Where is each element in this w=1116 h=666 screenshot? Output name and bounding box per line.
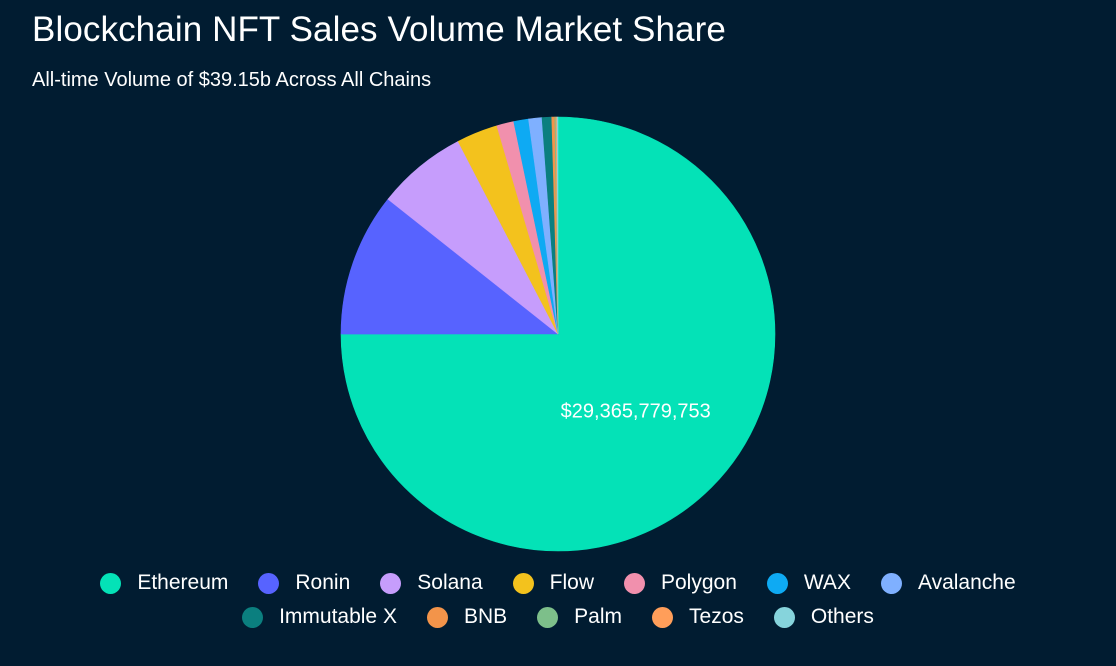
legend-swatch: [242, 606, 264, 628]
legend-swatch: [100, 572, 122, 594]
legend-label: Tezos: [689, 605, 744, 628]
legend-swatch: [652, 606, 674, 628]
legend-item-immutable-x[interactable]: Immutable X: [242, 605, 397, 629]
legend-item-flow[interactable]: Flow: [512, 571, 594, 595]
legend-label: Immutable X: [279, 605, 397, 628]
pie-slice-ronin[interactable]: [340, 198, 559, 335]
legend-swatch: [426, 606, 448, 628]
legend-label: Polygon: [661, 571, 737, 594]
legend-item-avalanche[interactable]: Avalanche: [880, 571, 1016, 595]
legend-item-bnb[interactable]: BNB: [426, 605, 508, 629]
pie-labels: $29,365,779,753: [561, 401, 711, 423]
legend-label: Others: [810, 605, 874, 628]
legend-item-ronin[interactable]: Ronin: [258, 571, 350, 595]
legend-label: Solana: [417, 571, 483, 594]
legend-row: Ethereum Ronin Solana Flow Polygon WAX Avalanc…: [0, 566, 1116, 600]
legend-item-solana[interactable]: Solana: [380, 571, 483, 595]
legend-item-palm[interactable]: Palm: [537, 605, 622, 629]
legend-swatch: [880, 572, 902, 594]
legend-item-polygon[interactable]: Polygon: [624, 571, 737, 595]
legend-swatch: [258, 572, 280, 594]
legend-item-tezos[interactable]: Tezos: [652, 605, 744, 629]
legend-row: Immutable X BNB Palm Tezos Others: [0, 600, 1116, 634]
legend-label: BNB: [463, 605, 508, 628]
legend-swatch: [624, 572, 645, 594]
pie-slice-label: $29,365,779,753: [561, 401, 711, 423]
legend-swatch: [512, 572, 534, 594]
chart-legend: Ethereum Ronin Solana Flow Polygon WAX Avalanc…: [0, 566, 1116, 634]
legend-swatch: [766, 572, 788, 594]
legend-swatch: [773, 606, 795, 628]
legend-label: Ronin: [295, 571, 351, 594]
legend-item-others[interactable]: Others: [773, 605, 874, 629]
legend-label: WAX: [803, 571, 851, 594]
chart-title: Blockchain NFT Sales Volume Market Share: [32, 10, 726, 49]
chart-subtitle: All-time Volume of $39.15b Across All Ch…: [32, 69, 432, 91]
legend-swatch: [537, 606, 559, 628]
legend-label: Flow: [549, 571, 594, 594]
legend-item-wax[interactable]: WAX: [766, 571, 851, 595]
legend-label: Ethereum: [137, 571, 229, 594]
legend-label: Palm: [574, 605, 623, 628]
legend-label: Avalanche: [917, 571, 1016, 594]
pie-slice-others[interactable]: [556, 116, 559, 335]
pie-slices: [340, 116, 776, 552]
legend-swatch: [380, 572, 402, 594]
legend-item-ethereum[interactable]: Ethereum: [100, 571, 228, 595]
